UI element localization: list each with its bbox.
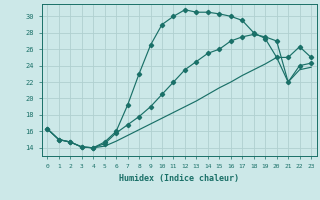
X-axis label: Humidex (Indice chaleur): Humidex (Indice chaleur) [119, 174, 239, 183]
